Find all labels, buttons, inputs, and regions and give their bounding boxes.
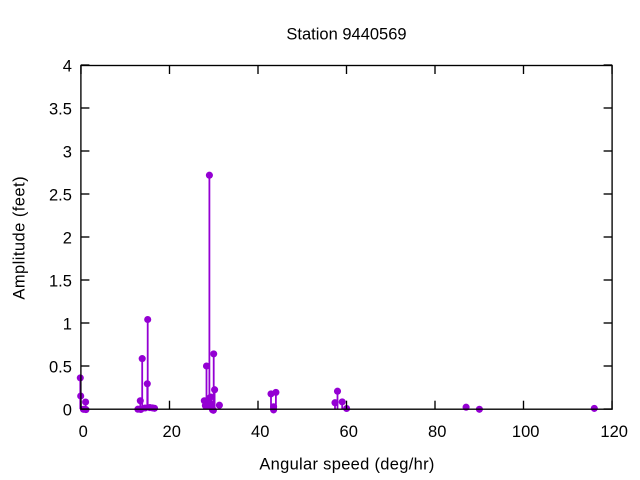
svg-text:3.5: 3.5: [49, 101, 72, 119]
svg-text:40: 40: [251, 423, 269, 441]
svg-text:1.5: 1.5: [49, 273, 72, 291]
svg-text:100: 100: [512, 423, 540, 441]
svg-text:0: 0: [63, 402, 72, 420]
svg-text:Amplitude (feet): Amplitude (feet): [10, 176, 28, 300]
svg-text:4: 4: [63, 58, 72, 76]
svg-text:Angular speed (deg/hr): Angular speed (deg/hr): [259, 456, 434, 474]
svg-text:2: 2: [63, 230, 72, 248]
svg-text:80: 80: [428, 423, 446, 441]
svg-text:3: 3: [63, 144, 72, 162]
svg-text:2.5: 2.5: [49, 187, 72, 205]
svg-text:60: 60: [340, 423, 358, 441]
svg-text:1: 1: [63, 316, 72, 334]
svg-text:0.5: 0.5: [49, 359, 72, 377]
svg-text:120: 120: [600, 423, 628, 441]
svg-text:20: 20: [163, 423, 181, 441]
svg-text:0: 0: [79, 423, 88, 441]
svg-text:Station 9440569: Station 9440569: [286, 25, 406, 43]
